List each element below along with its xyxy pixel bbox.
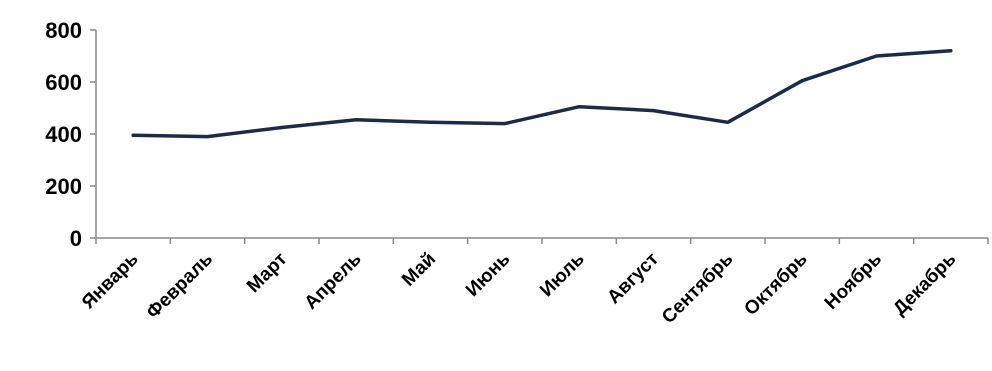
data-point: [875, 54, 878, 58]
x-tick-label: Февраль: [143, 249, 218, 324]
data-point: [429, 120, 432, 124]
data-point: [577, 105, 581, 109]
x-tick-label: Ноябрь: [821, 249, 886, 314]
y-tick-label: 0: [70, 226, 82, 251]
data-point: [652, 109, 655, 113]
x-tick-label: Сентябрь: [658, 249, 737, 328]
y-axis: 0 200 400 600 800: [45, 18, 97, 251]
x-tick-label: Декабрь: [889, 249, 960, 320]
series-line: [131, 49, 953, 139]
x-tick-label: Июль: [536, 249, 588, 301]
data-point: [800, 79, 804, 83]
data-point: [503, 122, 507, 126]
y-tick-label: 200: [45, 174, 82, 199]
x-axis: Январь Февраль Март Апрель Май Июнь Июль Август…: [78, 237, 989, 328]
series-layer: [131, 49, 953, 139]
x-tick-label: Август: [603, 249, 663, 309]
x-tick-label: Март: [243, 249, 291, 297]
y-tick-label: 400: [45, 122, 82, 147]
y-tick-label: 600: [45, 70, 82, 95]
data-point: [131, 133, 135, 137]
x-tick-label: Июнь: [462, 249, 514, 301]
x-tick-label: Май: [398, 249, 440, 291]
data-point: [280, 126, 284, 129]
x-tick-label: Октябрь: [740, 249, 811, 320]
x-tick-label: Апрель: [301, 249, 366, 314]
y-tick-label: 800: [45, 18, 82, 43]
data-point: [726, 120, 730, 124]
data-point: [354, 118, 358, 122]
data-point: [206, 135, 209, 139]
data-point: [949, 49, 953, 53]
x-tick-label: Январь: [78, 249, 143, 314]
